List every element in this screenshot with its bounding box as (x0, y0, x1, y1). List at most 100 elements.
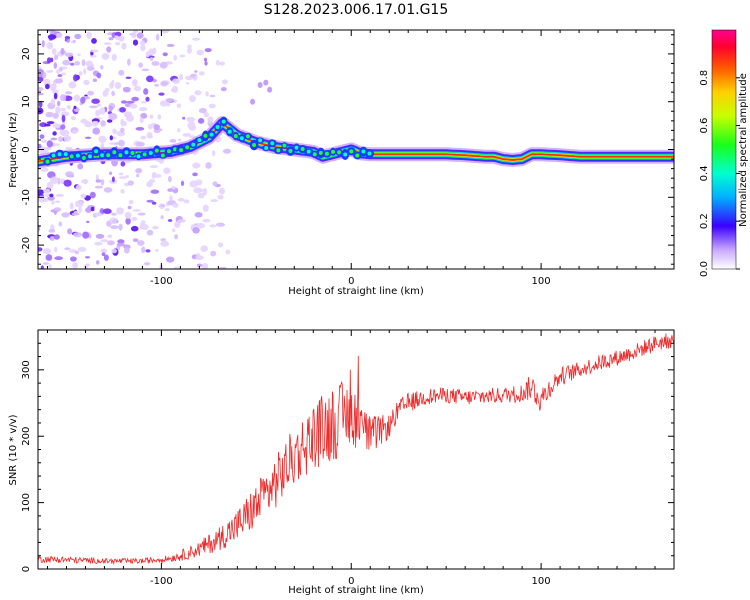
noise-blob (84, 136, 92, 139)
ridge-blob-core (179, 148, 184, 153)
noise-blob (160, 30, 170, 34)
noise-blob (141, 100, 147, 104)
frequency-ridge (38, 116, 674, 169)
noise-blob (38, 70, 44, 78)
noise-blob (81, 179, 89, 184)
noise-blob (138, 62, 143, 68)
noise-blob (165, 98, 175, 102)
noise-blob (74, 250, 79, 255)
noise-blob (51, 48, 57, 55)
noise-blob (75, 184, 82, 191)
noise-blob (101, 252, 106, 256)
ridge-blob-core (294, 145, 299, 150)
noise-blob (54, 78, 63, 84)
bottom-y-tick-label: 200 (21, 427, 32, 446)
top-y-tick-label: 20 (21, 48, 32, 61)
top-y-tick-label: 10 (21, 95, 32, 108)
noise-blob (133, 85, 141, 92)
noise-blob (169, 139, 177, 143)
noise-blob (132, 238, 139, 243)
noise-blob (111, 176, 115, 183)
bottom-plot-frame (37, 329, 675, 570)
noise-blob (43, 188, 51, 194)
ridge-blob-core (355, 153, 360, 158)
top-x-axis-label: Height of straight line (km) (288, 286, 424, 297)
noise-blob (137, 240, 145, 246)
noise-blob (107, 119, 113, 123)
noise-blob (85, 256, 90, 259)
noise-blob (194, 70, 198, 73)
ridge-blob-core (203, 133, 208, 138)
snr-series-line (38, 333, 674, 566)
noise-blob (173, 266, 181, 269)
noise-blob (107, 234, 113, 239)
noise-blob (53, 62, 57, 69)
noise-blob (94, 185, 103, 189)
noise-blob (89, 191, 96, 199)
noise-blob (77, 163, 84, 170)
bottom-x-tick-label: 0 (348, 576, 354, 587)
noise-blob (38, 147, 45, 154)
top-y-tick-label: 0 (21, 146, 32, 152)
noise-blob (140, 44, 146, 52)
noise-blob (86, 65, 95, 71)
noise-blob (112, 128, 117, 135)
colorbar-tick-label: 0.4 (699, 165, 710, 181)
snr-panel: -100 0 100 0 100 200 300 Height of straight li… (8, 329, 675, 596)
noise-blob (189, 95, 196, 102)
noise-blob (60, 124, 66, 130)
noise-blob (118, 139, 125, 147)
noise-blob (169, 195, 173, 201)
noise-blob (182, 116, 186, 120)
ridge-blob-core (361, 149, 366, 154)
noise-blob (135, 127, 145, 131)
noise-blob (38, 86, 44, 92)
noise-blob (86, 31, 92, 39)
colorbar-ticks: 0.0 0.2 0.4 0.6 0.8 (699, 70, 740, 277)
noise-blob (171, 85, 179, 93)
noise-blob (118, 172, 124, 176)
noise-cloud (38, 30, 273, 269)
noise-blob (53, 234, 60, 240)
noise-blob (46, 42, 54, 50)
noise-blob (63, 179, 72, 187)
noise-blob (98, 135, 107, 143)
noise-blob (77, 246, 87, 252)
noise-blob (199, 189, 204, 192)
noise-blob (95, 233, 105, 239)
noise-blob (114, 82, 122, 89)
noise-blob (38, 189, 45, 195)
noise-blob (80, 193, 87, 199)
ridge-blob-core (148, 151, 153, 156)
bottom-x-tick-label: -100 (150, 576, 173, 587)
noise-blob (202, 218, 211, 223)
noise-blob (68, 249, 77, 253)
noise-blob (150, 57, 154, 61)
noise-blob (81, 59, 86, 67)
noise-blob (61, 212, 70, 218)
noise-blob (45, 83, 50, 90)
noise-blob (93, 212, 103, 217)
noise-blob (195, 255, 204, 261)
noise-blob (192, 37, 201, 41)
noise-blob (126, 100, 135, 104)
ridge-blob-core (288, 148, 293, 153)
noise-blob (111, 90, 115, 97)
noise-blob (125, 217, 131, 225)
noise-blob (131, 31, 137, 39)
noise-blob (164, 208, 170, 212)
noise-blob (100, 248, 108, 253)
noise-blob (190, 73, 196, 78)
noise-blob (179, 73, 184, 81)
noise-blob (90, 206, 95, 212)
noise-blob (109, 135, 114, 141)
noise-blob (157, 114, 162, 120)
bottom-x-axis-label: Height of straight line (km) (288, 585, 424, 596)
noise-blob (65, 146, 73, 150)
noise-blob (155, 33, 160, 41)
noise-blob (48, 264, 52, 269)
noise-blob (40, 167, 49, 172)
ridge-blob-core (136, 154, 141, 159)
noise-blob (192, 227, 200, 234)
noise-blob (38, 92, 44, 96)
